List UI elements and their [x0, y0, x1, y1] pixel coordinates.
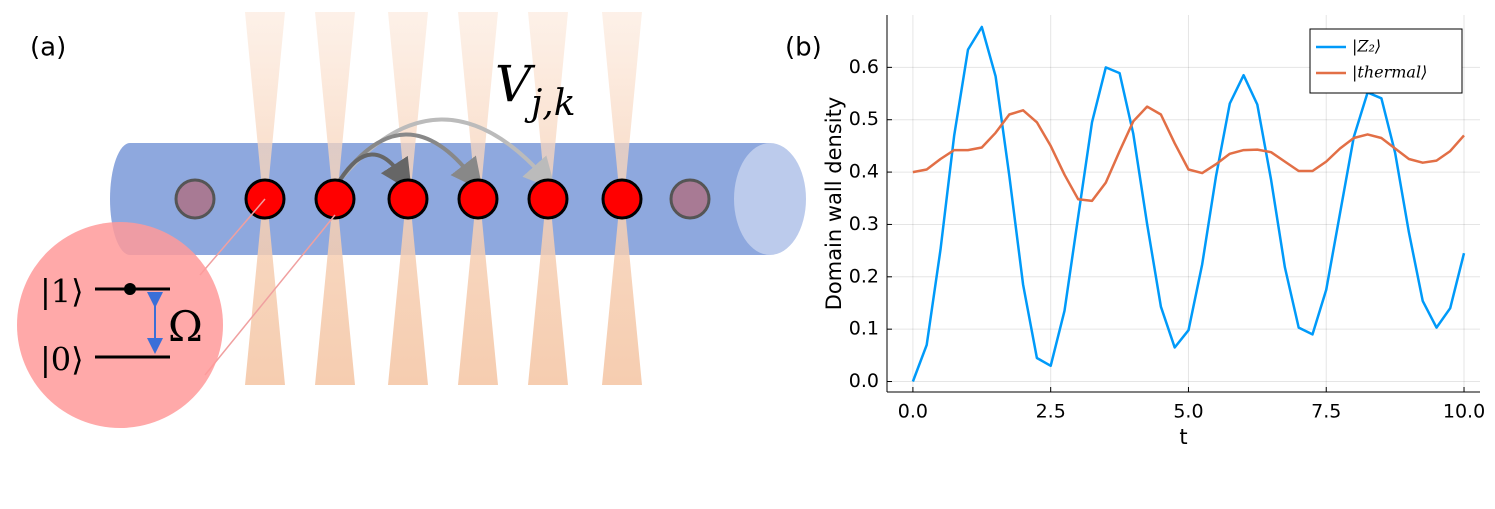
y-tick-label: 0.6: [849, 56, 879, 78]
interaction-arrows: [338, 117, 556, 192]
interaction-label: Vj,k: [495, 55, 576, 124]
y-tick-label: 0.4: [849, 161, 879, 183]
zoom-circle: [17, 222, 223, 428]
data-line: [911, 25, 1466, 382]
x-tick-label: 0.0: [898, 401, 928, 423]
y-tick-label: 0.0: [849, 370, 879, 392]
diagram: (a) |1⟩ |0⟩ Ω Vj,k: [17, 12, 806, 428]
interaction-symbol: V: [495, 55, 536, 113]
x-tick-label: 7.5: [1311, 401, 1341, 423]
legend-label: |thermal⟩: [1352, 63, 1427, 82]
panel-label: (b): [785, 33, 822, 63]
atom: [669, 178, 711, 220]
atom: [457, 178, 499, 220]
rabi-label: Ω: [168, 302, 203, 351]
atom: [527, 178, 569, 220]
x-tick-label: 2.5: [1036, 401, 1066, 423]
state-label: |1⟩: [40, 273, 84, 311]
x-axis-label: t: [1179, 425, 1187, 449]
cylinder: [110, 143, 806, 255]
x-tick-label: 10.0: [1443, 401, 1485, 423]
legend-label: |Z₂⟩: [1352, 37, 1381, 56]
y-tick-label: 0.3: [849, 213, 879, 235]
y-tick-label: 0.2: [849, 265, 879, 287]
y-tick-label: 0.5: [849, 108, 879, 130]
y-tick-label: 0.1: [849, 318, 879, 340]
data-line: [912, 105, 1465, 203]
legend-box: [1309, 28, 1463, 94]
chart: (b) 0.0 0.1 0.2 0.3 0.4 0.5 0.6 0.0 2.5 5.0 7.5 10.…: [785, 15, 1485, 449]
interaction-subscript: j,k: [524, 83, 575, 124]
atom: [314, 178, 356, 220]
atom: [601, 178, 643, 220]
panel-label: (a): [30, 33, 66, 63]
state-label: |0⟩: [40, 341, 84, 379]
x-tick-label: 5.0: [1173, 401, 1203, 423]
atoms: [174, 178, 711, 220]
y-axis-label: Domain wall density: [822, 97, 846, 311]
atom: [387, 178, 429, 220]
atom: [174, 178, 216, 220]
